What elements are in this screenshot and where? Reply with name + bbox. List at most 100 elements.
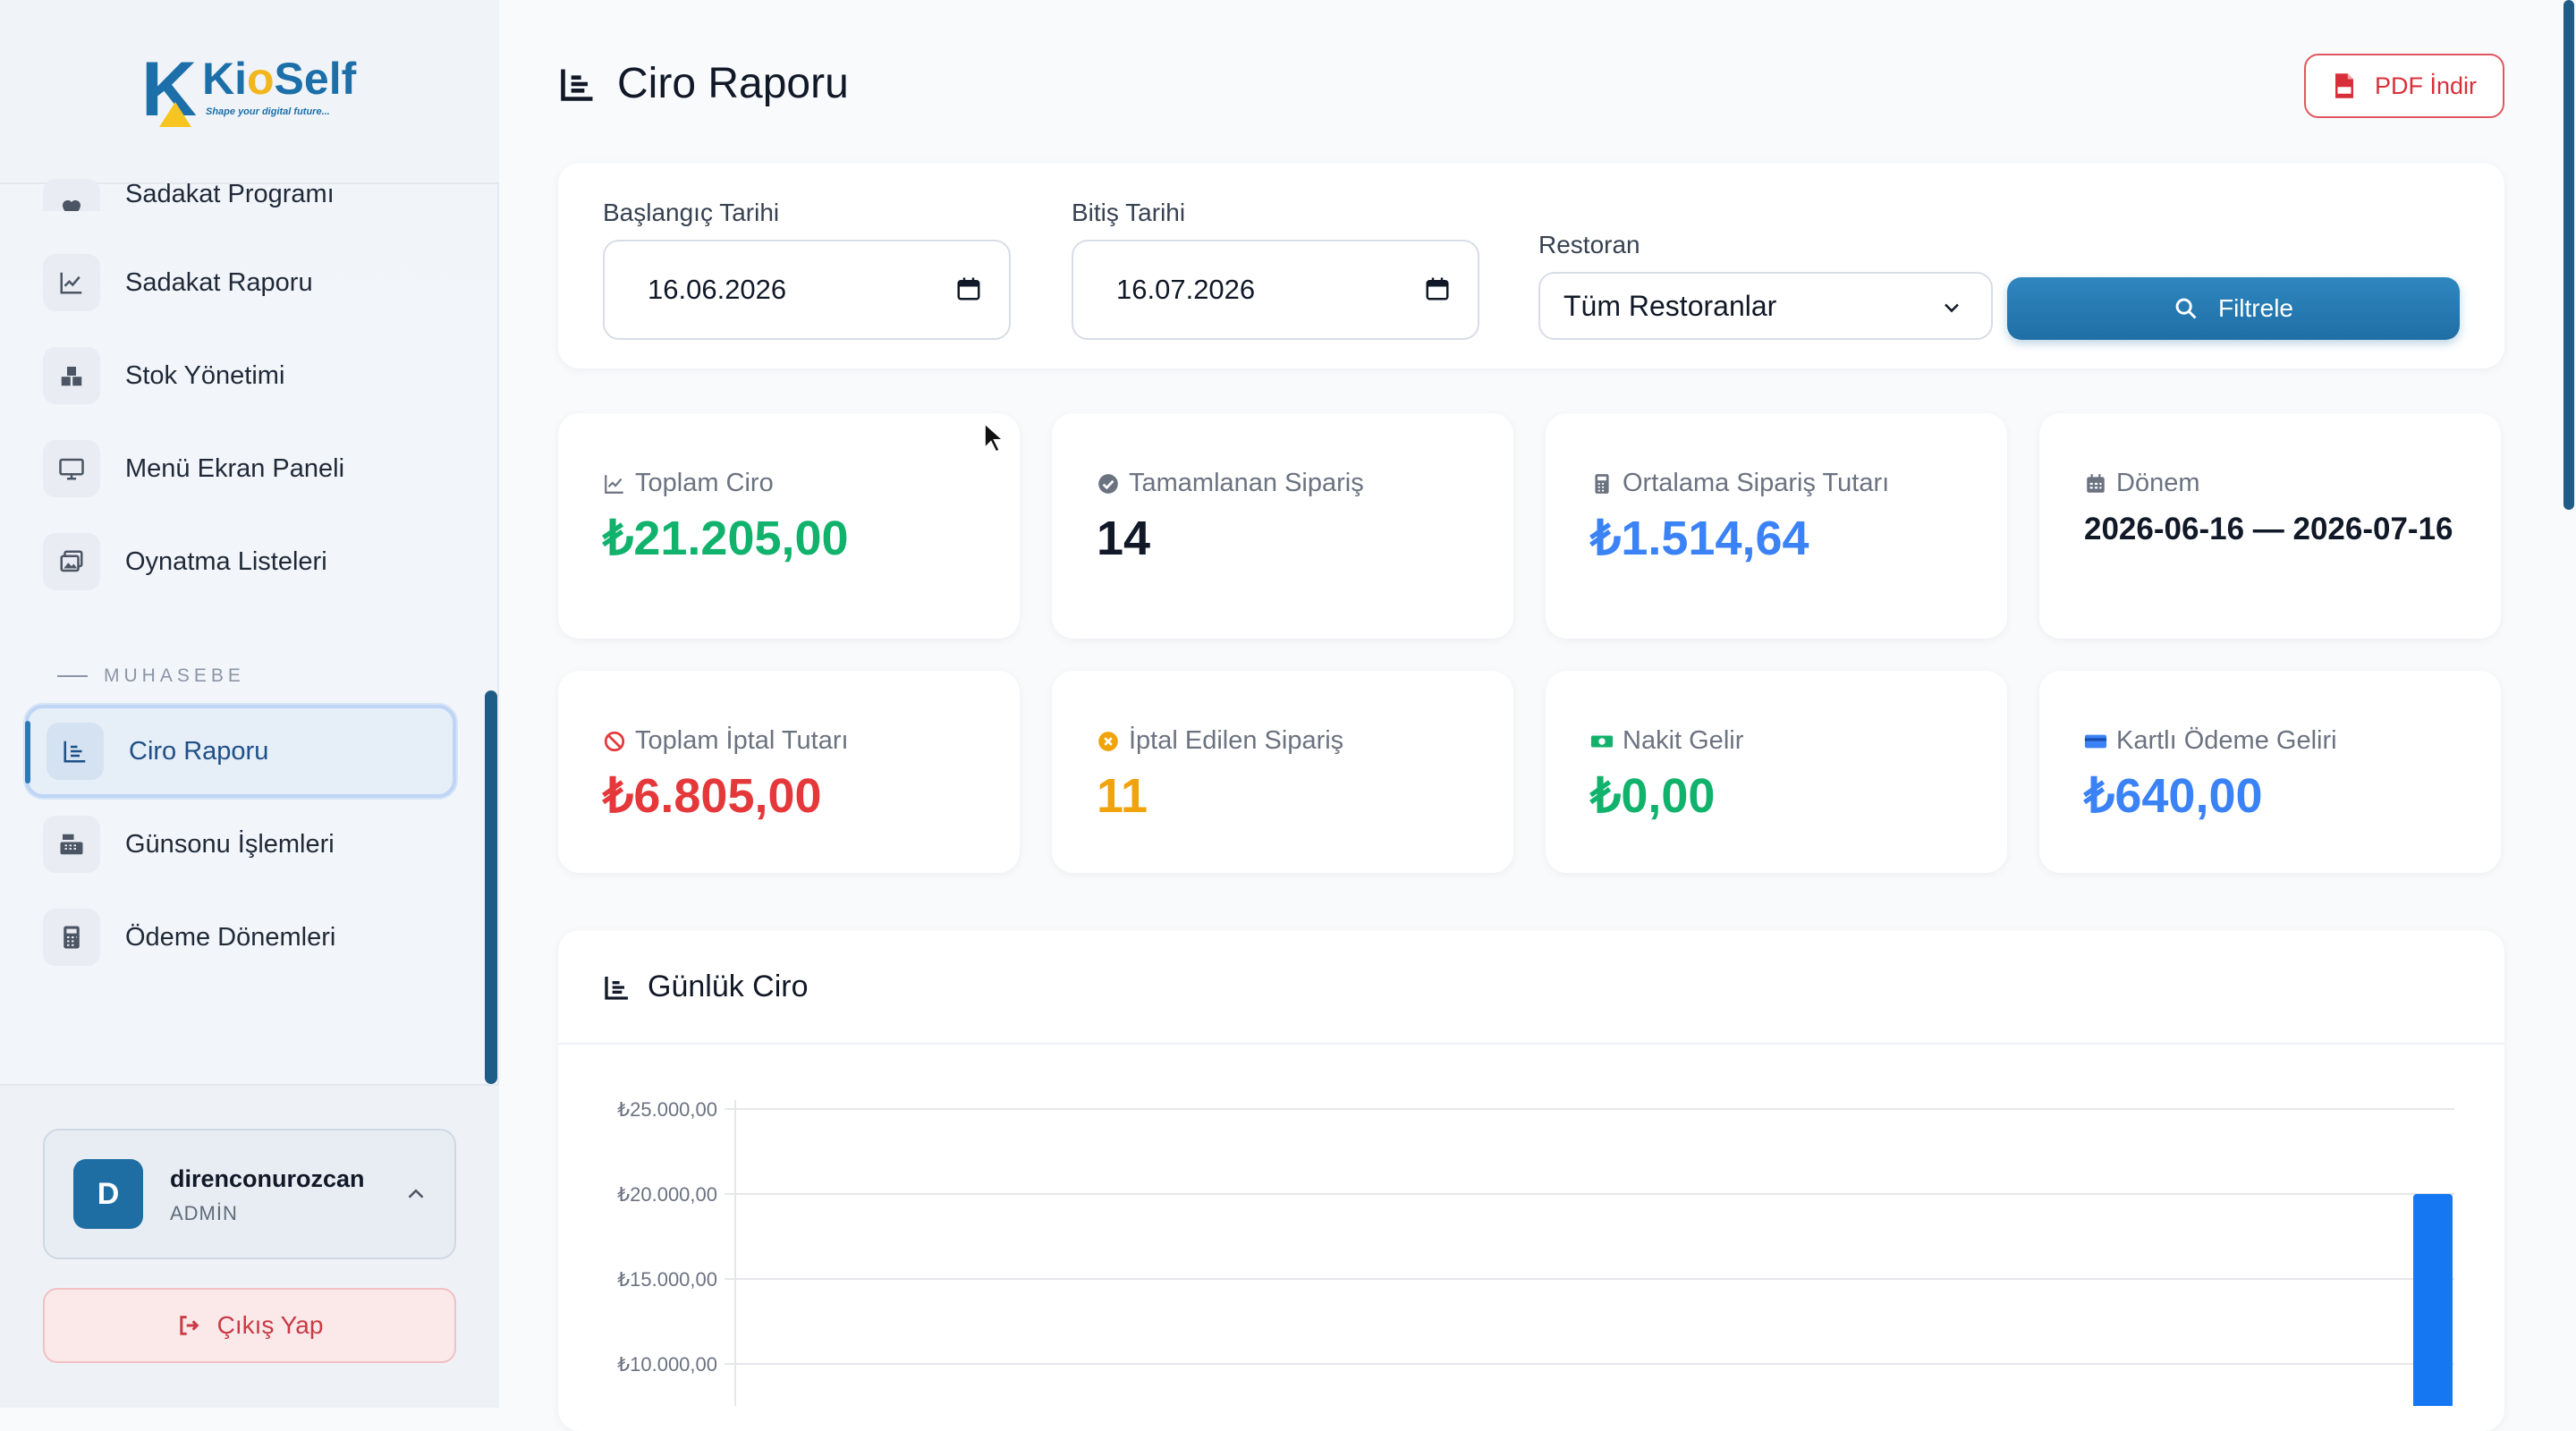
logout-label: Çıkış Yap [216, 1311, 324, 1339]
user-name: direnconurozcan [170, 1165, 365, 1192]
restaurant-select[interactable]: Tüm Restoranlar [1538, 272, 1993, 340]
sidebar-item-gunsonu-islemleri[interactable]: Günsonu İşlemleri [43, 812, 454, 876]
sidebar-item-label: Günsonu İşlemleri [125, 829, 335, 859]
stat-value: 14 [1097, 512, 1151, 565]
y-tick-label: ₺15.000,00 [617, 1268, 717, 1291]
stat-label: Nakit Gelir [1590, 726, 1743, 756]
stat-value: ₺1.514,64 [1590, 512, 1809, 565]
page-scrollbar-thumb[interactable] [2563, 0, 2574, 510]
logout-button[interactable]: Çıkış Yap [43, 1288, 456, 1363]
sidebar-item-label: Sadakat Programı [125, 180, 335, 208]
end-date-label: Bitiş Tarihi [1072, 199, 1186, 226]
stat-label: Kartlı Ödeme Geliri [2084, 726, 2337, 756]
user-role: ADMİN [170, 1202, 238, 1224]
stat-value: 2026-06-16 — 2026-07-16 [2084, 512, 2453, 546]
end-date-input[interactable]: 16.07.2026 [1072, 240, 1479, 340]
stat-card-tamamlanan-siparis: Tamamlanan Sipariş 14 [1052, 413, 1513, 639]
chevron-up-icon[interactable] [402, 1181, 429, 1207]
boxes-icon [43, 347, 100, 404]
filter-button[interactable]: Filtrele [2007, 277, 2460, 340]
restaurant-label: Restoran [1538, 231, 1640, 258]
credit-card-icon [2084, 734, 2107, 748]
sidebar-item-sadakat-raporu[interactable]: Sadakat Raporu [43, 250, 454, 315]
heart-icon [43, 179, 100, 211]
stat-label: Toplam Ciro [603, 469, 774, 498]
avatar: D [73, 1159, 143, 1229]
logo-tagline: Shape your digital future... [206, 106, 330, 117]
monitor-icon [43, 440, 100, 497]
daily-revenue-chart: ₺25.000,00 ₺20.000,00 ₺15.000,00 ₺10.000,00 [617, 1098, 2454, 1406]
ban-icon [604, 731, 625, 751]
bar-chart-icon [561, 69, 593, 101]
page-scrollbar[interactable] [2562, 0, 2576, 519]
stat-value: ₺6.805,00 [603, 769, 822, 823]
stat-value: ₺0,00 [1590, 769, 1716, 823]
chart-title: Günlük Ciro [648, 970, 809, 1003]
stat-label: Tamamlanan Sipariş [1097, 469, 1364, 498]
logo-area: K KioSelf Shape your digital future... [0, 0, 499, 184]
stat-label: Toplam İptal Tutarı [603, 726, 849, 756]
cash-register-icon [43, 816, 100, 873]
stat-value: 11 [1097, 769, 1148, 823]
images-icon [43, 533, 100, 590]
sidebar-item-oynatma-listeleri[interactable]: Oynatma Listeleri [43, 529, 454, 594]
sidebar-item-label: Ciro Raporu [129, 737, 269, 766]
sidebar-item-sadakat-programi[interactable]: Sadakat Programı [43, 172, 454, 211]
calculator-icon [1595, 473, 1609, 494]
file-pdf-icon [2334, 73, 2353, 98]
calendar-icon[interactable] [955, 275, 982, 302]
search-icon [2175, 298, 2197, 319]
stat-card-ortalama-siparis: Ortalama Sipariş Tutarı ₺1.514,64 [1546, 413, 2007, 639]
stat-card-nakit-gelir: Nakit Gelir ₺0,00 [1546, 671, 2007, 873]
calendar-icon[interactable] [1424, 275, 1451, 302]
stat-label: Dönem [2084, 469, 2200, 498]
sidebar-item-ciro-raporu[interactable]: Ciro Raporu [25, 705, 456, 798]
stat-card-toplam-iptal-tutari: Toplam İptal Tutarı ₺6.805,00 [558, 671, 1020, 873]
money-icon [1590, 735, 1614, 747]
sidebar-item-label: Sadakat Raporu [125, 267, 313, 297]
y-tick-label: ₺20.000,00 [617, 1183, 717, 1206]
kioself-logo[interactable]: K KioSelf Shape your digital future... [141, 50, 356, 128]
x-circle-icon [1098, 731, 1118, 751]
section-dash [57, 675, 88, 677]
restaurant-select-value: Tüm Restoranlar [1563, 289, 1777, 322]
chart-divider [558, 1043, 2504, 1045]
stat-label: Ortalama Sipariş Tutarı [1590, 469, 1889, 498]
chevron-down-icon [1945, 303, 1959, 313]
section-title-label: MUHASEBE [104, 665, 245, 686]
daily-revenue-card: Günlük Ciro ₺25.000,00 ₺20.000,00 ₺15.000,… [558, 930, 2504, 1431]
end-date-value: 16.07.2026 [1116, 274, 1256, 305]
y-tick-label: ₺10.000,00 [617, 1353, 717, 1376]
active-indicator [25, 721, 30, 783]
sidebar-item-label: Stok Yönetimi [125, 360, 285, 390]
logo-triangle [159, 102, 191, 127]
sidebar-item-menu-ekran-paneli[interactable]: Menü Ekran Paneli [43, 436, 454, 501]
stat-label: İptal Edilen Sipariş [1097, 726, 1343, 756]
sidebar-item-stok-yonetimi[interactable]: Stok Yönetimi [43, 343, 454, 408]
sidebar-item-label: Menü Ekran Paneli [125, 453, 345, 483]
stat-card-iptal-edilen-siparis: İptal Edilen Sipariş 11 [1052, 671, 1513, 873]
pdf-download-button[interactable]: PDF İndir [2304, 54, 2504, 118]
filter-button-label: Filtrele [2217, 294, 2293, 322]
sidebar-item-odeme-donemleri[interactable]: Ödeme Dönemleri [43, 905, 454, 970]
stat-value: ₺640,00 [2084, 769, 2263, 823]
start-date-value: 16.06.2026 [648, 274, 787, 305]
sidebar: K KioSelf Shape your digital future... S… [0, 0, 499, 1408]
bar-chart-icon [47, 723, 104, 780]
start-date-label: Başlangıç Tarihi [603, 199, 780, 226]
stat-value: ₺21.205,00 [603, 512, 849, 565]
page-title-text: Ciro Raporu [617, 60, 849, 107]
line-chart-icon [43, 254, 100, 311]
start-date-input[interactable]: 16.06.2026 [603, 240, 1011, 340]
chart-header: Günlük Ciro [603, 970, 809, 1004]
pdf-button-label: PDF İndir [2374, 72, 2478, 99]
user-menu[interactable]: D direnconurozcan ADMİN [43, 1129, 456, 1259]
sidebar-scrollbar[interactable] [485, 690, 497, 1084]
page-title: Ciro Raporu [558, 59, 849, 108]
y-tick-label: ₺25.000,00 [617, 1098, 717, 1121]
line-chart-icon [605, 474, 623, 494]
calendar-icon [2087, 473, 2105, 493]
bar[interactable] [2413, 1194, 2453, 1406]
check-circle-icon [1098, 473, 1118, 494]
section-title-muhasebe: MUHASEBE [57, 665, 245, 687]
